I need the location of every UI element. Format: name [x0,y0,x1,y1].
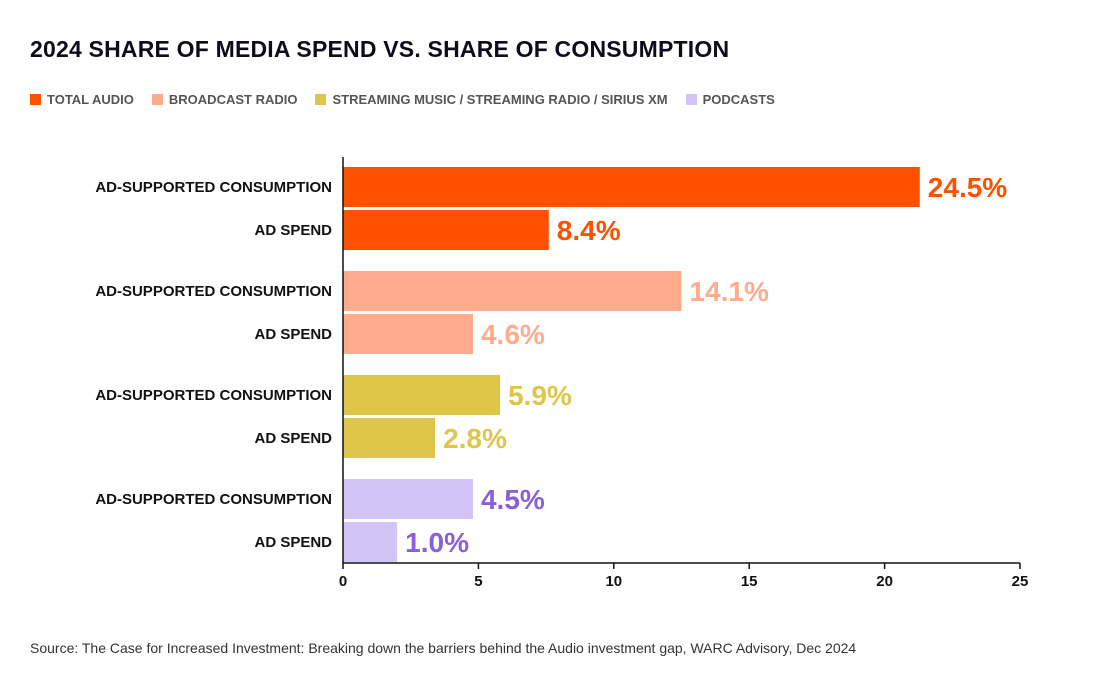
source-note: Source: The Case for Increased Investmen… [30,640,857,656]
category-label-3-0: AD-SUPPORTED CONSUMPTION [95,491,332,508]
data-label-2-1: 2.8% [443,423,507,454]
category-label-0-0: AD-SUPPORTED CONSUMPTION [95,179,332,196]
legend-label-broadcast-radio: BROADCAST RADIO [168,92,298,107]
legend-swatch-podcasts [685,94,697,105]
category-label-0-1: AD SPEND [254,222,332,239]
bar-1-0 [343,271,682,311]
x-tick-label-3: 15 [741,573,758,590]
bar-0-1 [343,210,549,250]
category-label-3-1: AD SPEND [254,534,332,551]
data-label-1-1: 4.6% [481,319,545,350]
legend-item-podcasts: PODCASTS [685,92,775,107]
legend-item-broadcast-radio: BROADCAST RADIO [151,92,298,107]
category-label-1-0: AD-SUPPORTED CONSUMPTION [95,283,332,300]
legend-item-streaming: STREAMING MUSIC / STREAMING RADIO / SIRI… [315,92,668,107]
data-label-0-0: 24.5% [928,172,1007,203]
chart-title: 2024 SHARE OF MEDIA SPEND VS. SHARE OF C… [30,36,730,62]
bar-3-0 [343,479,473,519]
legend-label-streaming: STREAMING MUSIC / STREAMING RADIO / SIRI… [332,92,668,107]
bar-0-0 [343,167,920,207]
legend-swatch-streaming [315,94,327,105]
x-tick-label-0: 0 [339,573,347,590]
legend-item-total-audio: TOTAL AUDIO [30,92,134,107]
bar-1-1 [343,314,473,354]
data-label-3-0: 4.5% [481,484,545,515]
data-label-3-1: 1.0% [405,527,469,558]
category-label-1-1: AD SPEND [254,326,332,343]
bar-3-1 [343,522,398,562]
x-tick-label-2: 10 [605,573,622,590]
legend-label-total-audio: TOTAL AUDIO [47,92,134,107]
category-label-2-0: AD-SUPPORTED CONSUMPTION [95,387,332,404]
data-label-1-0: 14.1% [690,276,769,307]
data-label-0-1: 8.4% [557,215,621,246]
legend-swatch-broadcast-radio [151,94,163,105]
data-label-2-0: 5.9% [508,380,572,411]
category-label-2-1: AD SPEND [254,430,332,447]
legend: TOTAL AUDIO BROADCAST RADIO STREAMING MU… [30,92,793,107]
bar-2-1 [343,418,436,458]
legend-label-podcasts: PODCASTS [702,92,775,107]
bar-2-0 [343,375,501,415]
bar-chart: AD-SUPPORTED CONSUMPTION 24.5% AD SPEND 8.4… [95,157,1029,590]
x-tick-label-5: 25 [1012,573,1029,590]
x-tick-label-1: 5 [474,573,482,590]
x-tick-label-4: 20 [876,573,893,590]
legend-swatch-total-audio [30,94,41,105]
